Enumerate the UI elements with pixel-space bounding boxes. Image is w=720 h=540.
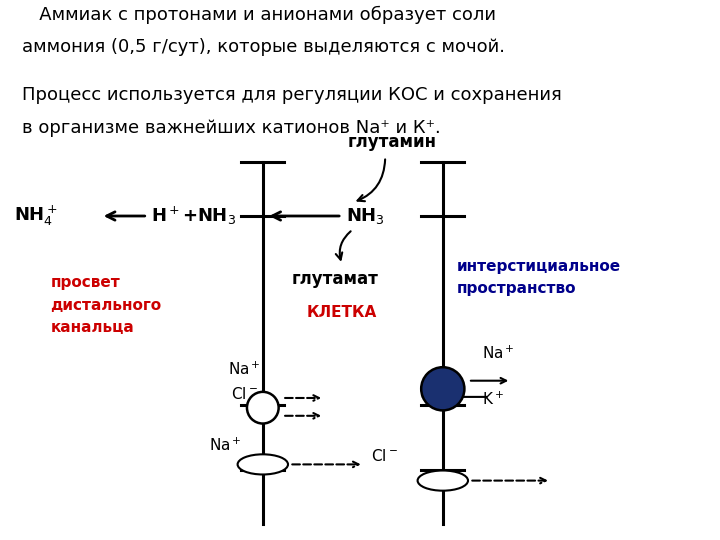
Ellipse shape	[418, 470, 468, 491]
Text: Na$^+$: Na$^+$	[228, 361, 261, 378]
Text: K$^+$: K$^+$	[482, 391, 505, 408]
Text: Cl$^-$: Cl$^-$	[371, 448, 397, 464]
Text: просвет
дистального
канальца: просвет дистального канальца	[50, 275, 161, 335]
Ellipse shape	[238, 454, 288, 475]
Text: интерстициальное
пространство: интерстициальное пространство	[457, 259, 621, 296]
Text: NH$_4^+$: NH$_4^+$	[14, 204, 58, 228]
Text: КЛЕТКА: КЛЕТКА	[307, 305, 377, 320]
Text: Na$^+$: Na$^+$	[209, 436, 241, 454]
Text: в организме важнейших катионов Na⁺ и К⁺.: в организме важнейших катионов Na⁺ и К⁺.	[22, 119, 441, 137]
Ellipse shape	[421, 367, 464, 410]
Text: H$^+$+NH$_3$: H$^+$+NH$_3$	[151, 205, 236, 227]
Text: Cl$^-$: Cl$^-$	[231, 386, 258, 402]
Text: NH$_3$: NH$_3$	[346, 206, 384, 226]
Text: Процесс используется для регуляции КОС и сохранения: Процесс используется для регуляции КОС и…	[22, 86, 562, 104]
Text: глутамат: глутамат	[292, 270, 378, 288]
Text: глутамин: глутамин	[348, 133, 437, 151]
Ellipse shape	[247, 392, 279, 423]
Text: Аммиак с протонами и анионами образует соли: Аммиак с протонами и анионами образует с…	[22, 5, 495, 24]
Text: аммония (0,5 г/сут), которые выделяются с мочой.: аммония (0,5 г/сут), которые выделяются …	[22, 38, 505, 56]
Text: Na$^+$: Na$^+$	[482, 345, 515, 362]
